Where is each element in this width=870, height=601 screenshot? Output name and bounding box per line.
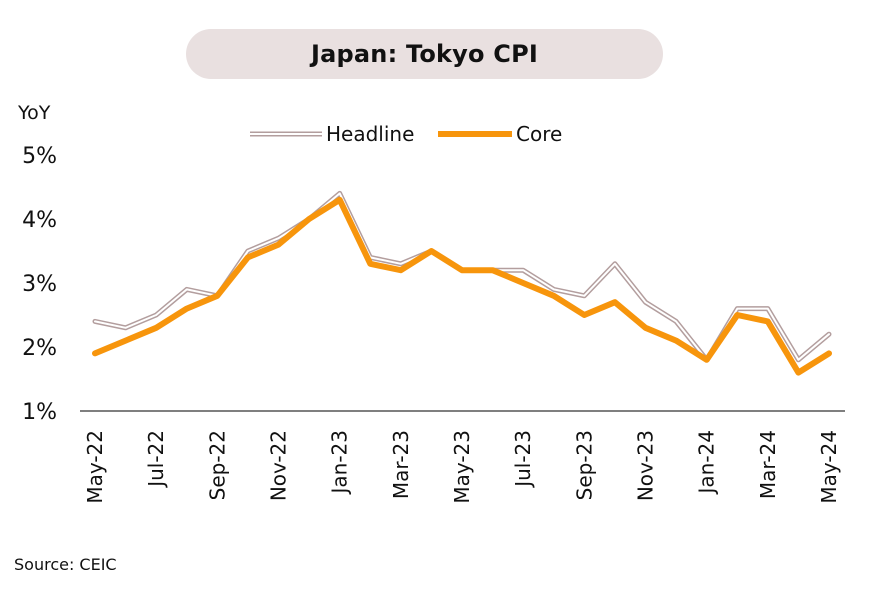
y-tick-label: 1% (22, 400, 57, 425)
x-tick-label: Nov-23 (634, 430, 658, 501)
series-line-headline-outline (92, 190, 832, 363)
x-tick-label: Jul-22 (144, 430, 168, 489)
legend-label-core: Core (516, 122, 562, 146)
y-tick-label: 5% (22, 144, 57, 169)
source-note: Source: CEIC (14, 555, 117, 574)
legend-label-headline: Headline (326, 122, 414, 146)
x-tick-label: May-24 (817, 430, 841, 504)
series-line-core (92, 196, 832, 376)
x-tick-label: Jan-24 (695, 430, 719, 496)
x-tick-label: Nov-22 (267, 430, 291, 501)
y-tick-label: 3% (22, 272, 57, 297)
y-tick-label: 2% (22, 336, 57, 361)
x-tick-label: Sep-23 (572, 430, 596, 500)
x-tick-label: May-22 (83, 430, 107, 504)
x-tick-label: Jan-23 (328, 430, 352, 496)
chart-title-pill: Japan: Tokyo CPI (186, 29, 663, 79)
x-tick-label: May-23 (450, 430, 474, 504)
x-tick-label: Jul-23 (511, 430, 535, 489)
x-tick-label: Mar-23 (389, 430, 413, 499)
y-axis-label: YoY (18, 102, 51, 124)
x-tick-label: Mar-24 (756, 430, 780, 499)
chart-title: Japan: Tokyo CPI (311, 40, 538, 68)
y-tick-label: 4% (22, 208, 57, 233)
x-tick-label: Sep-22 (205, 430, 229, 500)
